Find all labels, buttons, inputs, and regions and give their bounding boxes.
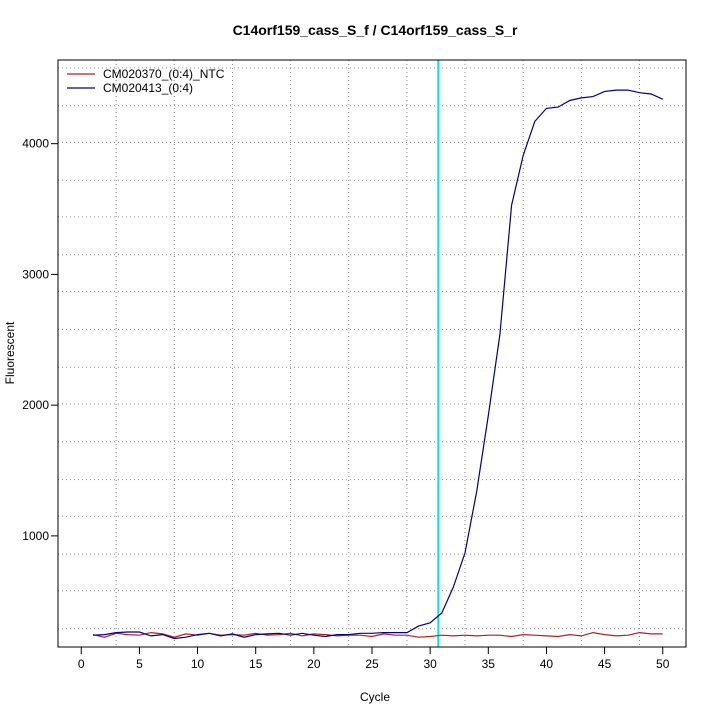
series-layer (92, 89, 663, 640)
x-tick-label: 30 (423, 657, 437, 671)
x-tick-label: 45 (598, 657, 612, 671)
legend-label: CM020413_(0:4) (103, 81, 193, 95)
y-tick-label: 3000 (22, 267, 49, 281)
x-axis: 0 5 10 15 20 25 30 35 40 45 50 (78, 646, 670, 671)
y-tick-label: 1000 (22, 529, 49, 543)
plot-frame (57, 59, 687, 648)
y-axis-title: Fluorescent (3, 321, 17, 384)
y-axis: 1000 2000 3000 4000 (22, 137, 59, 543)
legend-label: CM020370_(0:4)_NTC (103, 67, 225, 81)
x-tick-label: 10 (191, 657, 205, 671)
x-axis-title: Cycle (360, 690, 390, 704)
x-tick-label: 15 (249, 657, 263, 671)
chart-title: C14orf159_cass_S_f / C14orf159_cass_S_r (233, 22, 518, 38)
y-tick-label: 2000 (22, 398, 49, 412)
y-tick-label: 4000 (22, 137, 49, 151)
x-tick-label: 0 (78, 657, 85, 671)
x-tick-label: 20 (307, 657, 321, 671)
grid-layer (58, 60, 686, 647)
x-tick-label: 50 (656, 657, 670, 671)
x-tick-label: 25 (365, 657, 379, 671)
x-tick-label: 40 (540, 657, 554, 671)
series-line (92, 631, 663, 638)
x-tick-label: 5 (136, 657, 143, 671)
x-tick-label: 35 (482, 657, 496, 671)
series-line (92, 89, 663, 640)
